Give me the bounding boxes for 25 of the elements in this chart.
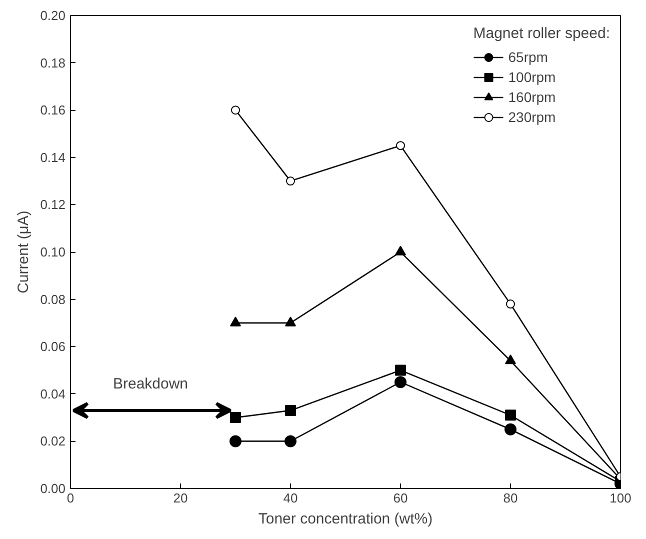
- y-tick-label: 0.06: [40, 339, 66, 354]
- x-tick-label: 100: [610, 490, 632, 506]
- y-tick-label: 0.02: [40, 434, 66, 449]
- x-axis-title: Toner concentration (wt%): [258, 510, 433, 528]
- legend-label: 100rpm: [508, 69, 556, 85]
- legend-label: 160rpm: [508, 89, 556, 105]
- y-tick-label: 0.12: [40, 197, 66, 212]
- x-tick-label: 40: [283, 490, 298, 506]
- y-tick-label: 0.16: [40, 102, 66, 118]
- y-tick-label: 0.20: [40, 8, 66, 23]
- annotation: Breakdown: [112, 376, 188, 392]
- y-tick-label: 0.10: [40, 244, 66, 260]
- legend-label: 230rpm: [508, 109, 556, 125]
- x-tick-label: 20: [173, 490, 188, 506]
- y-tick-label: 0.04: [40, 386, 66, 402]
- y-tick-label: 0.14: [40, 150, 66, 165]
- legend-label: 65rpm: [508, 49, 548, 65]
- x-tick-label: 0: [66, 490, 74, 506]
- x-tick-label: 80: [503, 490, 518, 506]
- legend-title: Magnet roller speed:: [473, 25, 610, 42]
- y-tick-label: 0.18: [40, 55, 66, 70]
- y-tick-label: 0.00: [40, 481, 66, 496]
- y-tick-label: 0.08: [40, 292, 66, 307]
- x-tick-label: 60: [393, 490, 408, 506]
- y-axis-title: Current (μA): [15, 210, 32, 294]
